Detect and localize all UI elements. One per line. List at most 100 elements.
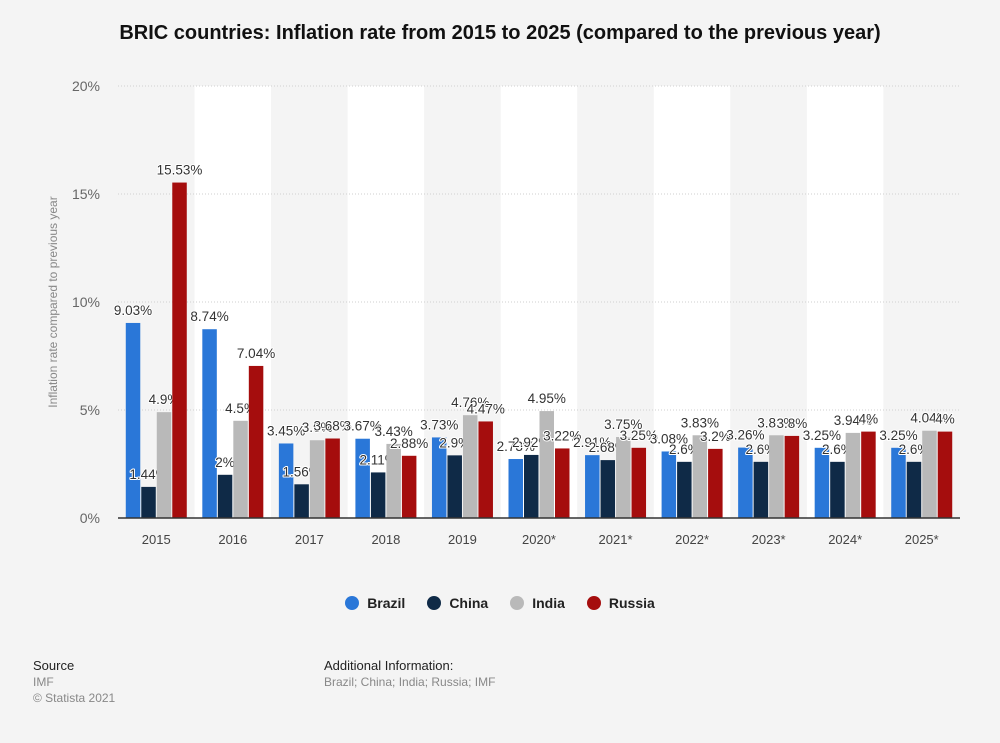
data-label-china: 2.6% [745,442,776,457]
x-tick-label: 2015 [142,532,171,547]
bar-brazil [585,455,600,518]
data-label-russia: 4% [935,412,955,427]
data-label-brazil: 3.45% [267,423,305,438]
data-label-india: 4.04% [910,411,948,426]
bar-china [830,461,845,518]
data-label-brazil: 2.91% [573,435,611,450]
bar-brazil [661,451,677,518]
additional-info-text: Brazil; China; India; Russia; IMF [324,675,496,689]
bar-russia [478,421,493,518]
bar-russia [708,448,723,518]
bar-india [539,411,554,518]
bar-russia [861,431,876,518]
data-label-china: 2.6% [899,442,930,457]
source-block: Source IMF © Statista 2021 [33,658,115,706]
bar-india [386,443,401,518]
y-tick-label: 0% [80,510,100,526]
data-label-brazil: 3.73% [420,417,458,432]
y-tick-label: 5% [80,402,100,418]
data-label-brazil: 2.73% [497,439,535,454]
additional-info-heading: Additional Information: [324,658,454,673]
bar-china [217,474,233,518]
data-label-india: 3.83% [757,415,795,430]
bar-china [677,461,692,518]
data-label-china: 2.9% [439,435,470,450]
legend: Brazil China India Russia [0,595,1000,611]
bar-brazil [738,447,753,518]
data-label-india: 3.75% [604,417,642,432]
bar-brazil [431,437,447,518]
bar-china [600,460,616,518]
legend-item-india[interactable]: India [510,595,565,611]
bar-china [753,461,769,518]
data-label-india: 3.94% [834,413,872,428]
bar-india [769,435,784,518]
column-band [653,86,731,518]
legend-marker-russia [586,596,601,610]
legend-item-russia[interactable]: Russia [586,595,655,611]
legend-item-china[interactable]: China [427,595,488,611]
y-axis-label: Inflation rate compared to previous year [46,196,60,407]
bar-russia [631,447,647,518]
bar-china [524,454,539,518]
data-label-brazil: 8.74% [190,309,228,324]
bar-brazil [202,329,217,518]
data-label-india: 3.43% [375,424,413,439]
data-label-russia: 4% [859,412,879,427]
chart-title: BRIC countries: Inflation rate from 2015… [119,22,881,44]
bar-india [156,412,172,518]
y-tick-label: 20% [72,78,100,94]
data-label-brazil: 9.03% [114,303,152,318]
data-label-russia: 3.8% [776,416,807,431]
bar-russia [248,365,264,518]
legend-item-brazil[interactable]: Brazil [345,595,405,611]
bar-brazil [355,438,370,518]
data-label-china: 2% [215,455,235,470]
y-tick-label: 15% [72,186,100,202]
data-label-russia: 3.22% [543,428,581,443]
x-tick-label: 2016 [218,532,247,547]
bar-india [616,437,631,518]
data-label-brazil: 3.67% [344,419,382,434]
data-label-brazil: 3.26% [726,428,764,443]
data-label-india: 4.76% [451,395,489,410]
data-label-brazil: 3.08% [650,431,688,446]
data-label-india: 4.9% [149,392,180,407]
bar-india [692,435,708,518]
legend-marker-brazil [345,596,360,610]
data-label-russia: 3.68% [313,419,351,434]
x-tick-label: 2018 [371,532,400,547]
x-tick-label: 2025* [905,532,939,547]
data-label-china: 2.6% [822,442,853,457]
source-link[interactable]: IMF [33,675,54,689]
additional-info-block: Additional Information: Brazil; China; I… [324,658,495,690]
bar-russia [555,448,570,518]
bar-india [309,440,325,518]
bar-india [233,420,248,518]
bar-china [447,455,462,518]
data-label-india: 4.5% [225,401,256,416]
bar-china [294,484,309,518]
bar-india [462,415,478,518]
legend-marker-india [510,596,525,610]
data-label-india: 4.95% [528,391,566,406]
bar-china [906,461,922,518]
data-label-india: 3.83% [681,415,719,430]
bar-russia [401,455,417,518]
legend-label-russia: Russia [608,595,655,611]
bar-brazil [508,459,523,518]
bar-china [370,472,386,518]
legend-marker-china [427,596,442,610]
legend-label-india: India [532,595,565,611]
data-label-russia: 3.2% [700,429,731,444]
bar-brazil [278,443,294,518]
bar-india [922,430,937,518]
copyright: © Statista 2021 [33,691,116,705]
bar-brazil [891,447,906,518]
data-label-russia: 4.47% [467,401,505,416]
data-label-russia: 15.53% [157,163,203,178]
data-label-russia: 2.88% [390,436,428,451]
x-tick-label: 2020* [522,532,556,547]
data-label-brazil: 3.25% [879,428,917,443]
bar-russia [172,182,187,518]
